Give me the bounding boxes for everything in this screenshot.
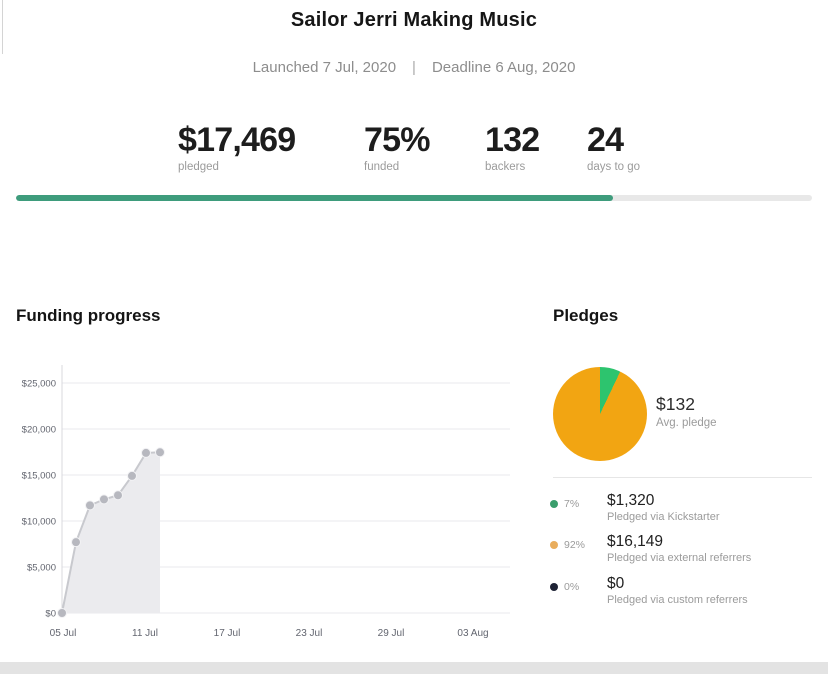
svg-text:17 Jul: 17 Jul	[214, 628, 241, 639]
legend-dot	[550, 582, 558, 591]
legend-percent: 0%	[564, 580, 580, 593]
legend-percent: 92%	[564, 538, 586, 551]
svg-text:$25,000: $25,000	[22, 379, 56, 390]
avg-pledge-label: Avg. pledge	[656, 417, 717, 429]
campaign-dates: Launched 7 Jul, 2020 | Deadline 6 Aug, 202…	[0, 59, 828, 76]
stat-value: 24	[587, 121, 624, 159]
stat-label: funded	[364, 161, 400, 173]
legend-dot	[550, 540, 558, 549]
legend-description: Pledged via external referrers	[607, 552, 752, 564]
legend-amount: $16,149	[607, 533, 664, 550]
date-separator: |	[412, 59, 416, 76]
stat-pledged: $17,469 pledged	[178, 121, 296, 173]
stat-label: pledged	[178, 161, 219, 173]
legend-description: Pledged via Kickstarter	[607, 511, 720, 523]
legend-amount: $0	[607, 575, 625, 592]
launched-date: Launched 7 Jul, 2020	[252, 59, 397, 76]
stat-funded: 75% funded	[364, 122, 430, 173]
funding-progress-chart: $0 $5,000 $10,000 $15,000 $20,000 $25,000 05 J…	[0, 350, 520, 650]
legend-row-external-referrers: 92% $16,149 Pledged via external referre…	[550, 533, 812, 564]
legend-dot	[550, 499, 558, 508]
funding-progress-bar	[16, 195, 812, 201]
svg-text:$0: $0	[45, 609, 56, 620]
stat-value: 75%	[364, 121, 430, 159]
svg-text:05 Jul: 05 Jul	[50, 628, 77, 639]
bottom-strip	[0, 662, 828, 674]
stat-backers: 132 backers	[485, 121, 540, 173]
deadline-date: Deadline 6 Aug, 2020	[431, 59, 576, 76]
pledges-pie-chart	[553, 367, 647, 461]
avg-pledge-value: $132	[656, 394, 695, 414]
legend-row-custom-referrers: 0% $0 Pledged via custom referrers	[550, 575, 812, 606]
stat-value: $17,469	[178, 121, 296, 159]
section-title-pledges: Pledges	[553, 306, 619, 325]
stat-value: 132	[485, 121, 540, 159]
svg-text:$5,000: $5,000	[27, 563, 56, 574]
svg-text:23 Jul: 23 Jul	[296, 628, 323, 639]
legend-row-kickstarter: 7% $1,320 Pledged via Kickstarter	[550, 492, 812, 523]
page-title: Sailor Jerri Making Music	[290, 9, 538, 31]
stat-label: days to go	[587, 161, 641, 173]
svg-text:$20,000: $20,000	[22, 425, 56, 436]
svg-text:29 Jul: 29 Jul	[378, 628, 405, 639]
funding-progress-fill	[16, 195, 613, 201]
left-edge-line	[2, 0, 3, 54]
legend-amount: $1,320	[607, 492, 655, 509]
svg-text:$15,000: $15,000	[22, 471, 56, 482]
stat-days-to-go: 24 days to go	[587, 122, 640, 173]
svg-text:$10,000: $10,000	[22, 517, 56, 528]
section-title-funding: Funding progress	[16, 306, 161, 325]
legend-description: Pledged via custom referrers	[607, 594, 748, 606]
svg-text:03 Aug: 03 Aug	[457, 628, 488, 639]
svg-text:11 Jul: 11 Jul	[132, 628, 158, 639]
legend-percent: 7%	[564, 497, 580, 510]
pledges-divider	[553, 477, 812, 478]
stat-label: backers	[485, 161, 526, 173]
